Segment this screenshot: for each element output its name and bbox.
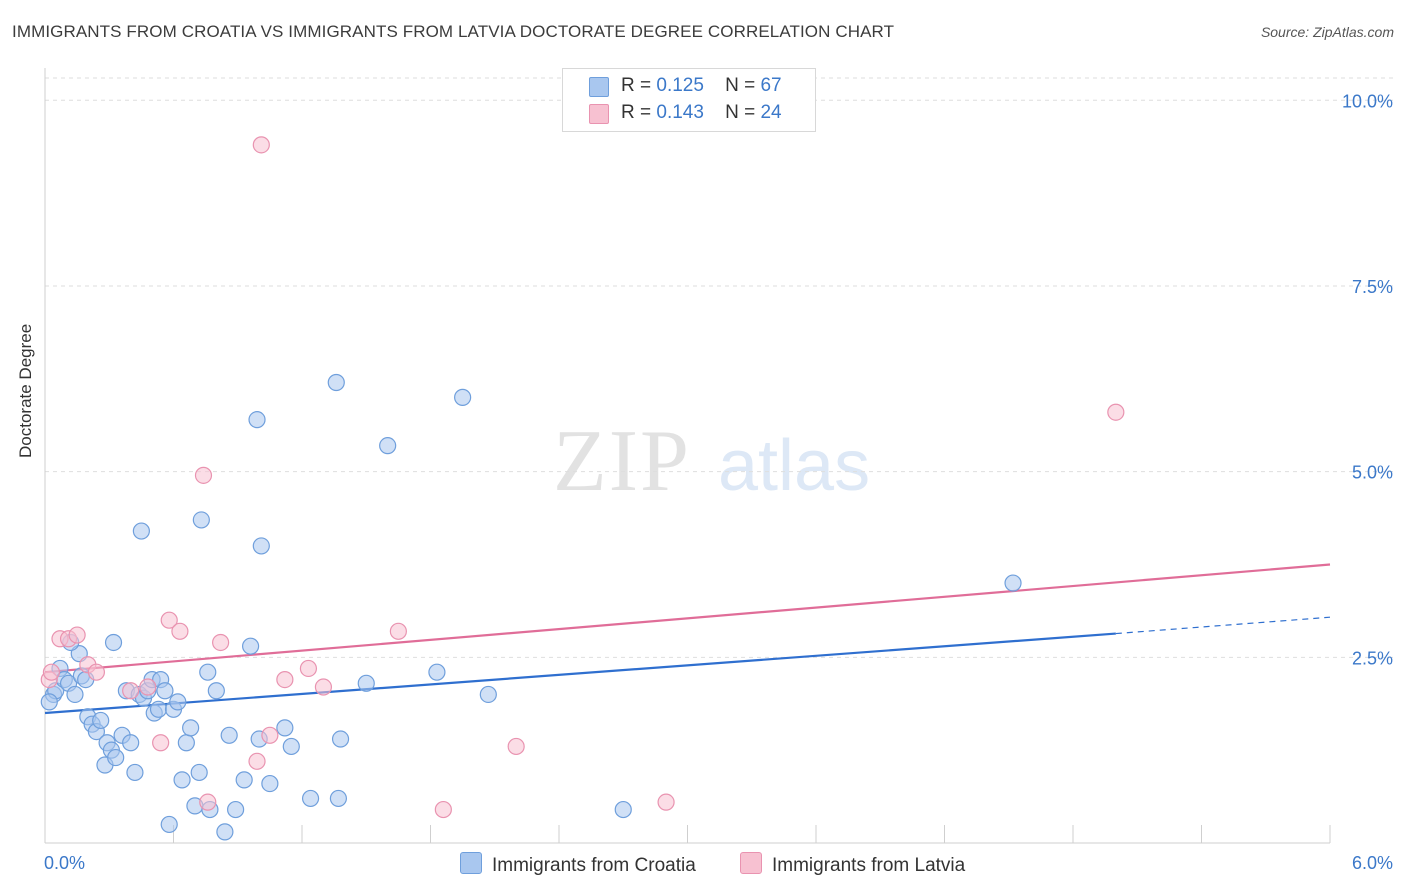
bottom-croatia-swatch xyxy=(460,852,482,874)
latvia-point xyxy=(314,678,333,696)
croatia-r-label: R = xyxy=(621,75,652,96)
croatia-point xyxy=(276,719,294,737)
latvia-point xyxy=(389,622,407,640)
croatia-point xyxy=(614,800,632,819)
stats-legend: R = 0.125 N = 67 R = 0.143 N = 24 xyxy=(562,68,816,132)
croatia-point xyxy=(122,734,140,752)
croatia-point xyxy=(220,726,238,744)
croatia-point xyxy=(327,373,345,392)
chart-title: IMMIGRANTS FROM CROATIA VS IMMIGRANTS FR… xyxy=(12,22,895,41)
croatia-point xyxy=(190,763,208,782)
croatia-point xyxy=(104,633,123,652)
latvia-point xyxy=(261,726,279,744)
croatia-point xyxy=(207,682,225,700)
croatia-point xyxy=(329,789,348,808)
croatia-point xyxy=(107,748,125,767)
latvia-n-value: 24 xyxy=(760,102,782,123)
croatia-point xyxy=(227,800,245,819)
croatia-point xyxy=(40,693,58,711)
croatia-point xyxy=(92,711,110,730)
croatia-point xyxy=(235,771,253,789)
croatia-point xyxy=(428,663,446,681)
croatia-point xyxy=(126,763,144,782)
latvia-point xyxy=(434,800,452,819)
latvia-point xyxy=(152,734,170,752)
watermark-atlas: atlas xyxy=(718,426,870,506)
latvia-point xyxy=(87,663,106,681)
latvia-point xyxy=(68,626,86,644)
y-tick-label: 2.5% xyxy=(1352,648,1393,668)
x-tick-label-min: 0.0% xyxy=(44,853,85,873)
croatia-point xyxy=(357,674,375,692)
grid-lines xyxy=(45,77,1395,658)
latvia-point xyxy=(194,466,213,484)
croatia-trend-extension xyxy=(1115,616,1331,635)
latvia-trend-line xyxy=(44,563,1331,674)
croatia-point xyxy=(177,734,195,752)
croatia-point xyxy=(301,789,320,808)
croatia-point xyxy=(248,411,266,429)
latvia-point xyxy=(507,737,525,756)
croatia-n-label: N = xyxy=(725,75,756,96)
latvia-point xyxy=(42,663,61,681)
croatia-point xyxy=(160,815,178,834)
trend-lines xyxy=(44,563,1331,715)
croatia-point xyxy=(282,737,300,756)
latvia-point xyxy=(160,611,178,629)
latvia-swatch xyxy=(589,104,609,124)
croatia-point xyxy=(173,771,191,789)
croatia-point xyxy=(66,685,84,704)
croatia-point xyxy=(216,823,234,841)
y-tick-label: 5.0% xyxy=(1352,463,1393,483)
bottom-legend-croatia: Immigrants from Croatia xyxy=(460,852,696,877)
y-tick-label: 7.5% xyxy=(1352,277,1393,297)
latvia-point xyxy=(122,682,140,700)
bottom-latvia-swatch xyxy=(740,852,762,874)
axes xyxy=(44,68,1331,844)
croatia-point xyxy=(1004,574,1022,592)
watermark: ZIP atlas xyxy=(553,413,870,510)
croatia-point xyxy=(169,693,187,711)
croatia-point xyxy=(199,663,217,681)
croatia-point xyxy=(242,637,260,655)
croatia-swatch xyxy=(589,77,609,97)
croatia-n-value: 67 xyxy=(760,75,782,96)
x-tick-label-max: 6.0% xyxy=(1352,853,1393,873)
latvia-point xyxy=(299,659,318,678)
latvia-point xyxy=(1107,403,1125,421)
latvia-r-label: R = xyxy=(621,102,652,123)
tick-labels: 2.5% 5.0% 7.5% 10.0% 0.0% 6.0% xyxy=(44,91,1393,873)
croatia-point xyxy=(379,437,397,455)
latvia-r-value: 0.143 xyxy=(656,102,704,123)
croatia-point xyxy=(132,522,150,540)
croatia-point xyxy=(156,682,174,700)
croatia-point xyxy=(331,730,350,748)
data-points xyxy=(40,136,1125,841)
watermark-zip: ZIP xyxy=(553,413,691,510)
latvia-point xyxy=(248,752,266,770)
bottom-croatia-label: Immigrants from Croatia xyxy=(492,855,696,876)
latvia-point xyxy=(657,793,675,811)
latvia-point xyxy=(171,622,189,640)
latvia-point xyxy=(252,136,270,154)
croatia-point xyxy=(261,774,279,793)
croatia-point xyxy=(479,685,497,704)
latvia-point xyxy=(276,671,294,689)
latvia-point xyxy=(199,793,217,811)
source-label: Source: ZipAtlas.com xyxy=(1260,24,1394,40)
croatia-point xyxy=(192,511,210,529)
y-tick-label: 10.0% xyxy=(1342,91,1393,111)
bottom-legend-latvia: Immigrants from Latvia xyxy=(740,852,965,877)
croatia-trend-line xyxy=(44,632,1116,715)
croatia-r-value: 0.125 xyxy=(656,75,704,96)
croatia-point xyxy=(182,719,200,737)
latvia-n-label: N = xyxy=(725,102,756,123)
croatia-point xyxy=(454,388,472,406)
croatia-point xyxy=(149,700,168,718)
latvia-point xyxy=(212,633,230,652)
latvia-point xyxy=(139,678,157,696)
bottom-latvia-label: Immigrants from Latvia xyxy=(772,855,966,876)
croatia-point xyxy=(252,537,270,555)
